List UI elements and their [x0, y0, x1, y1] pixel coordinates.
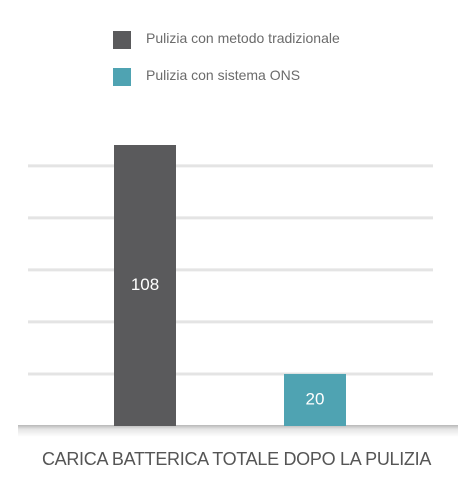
baseline-shadow	[18, 425, 458, 437]
gridlines	[28, 164, 433, 376]
bar-chart: 108 20	[18, 145, 458, 437]
bar-ons	[284, 373, 346, 426]
bar-traditional	[114, 145, 176, 426]
legend-label-ons: Pulizia con sistema ONS	[146, 67, 301, 83]
legend-swatch-ons	[113, 68, 131, 86]
chart-caption: CARICA BATTERICA TOTALE DOPO LA PULIZIA	[41, 449, 432, 469]
bar-value-labels: 108 20	[131, 275, 325, 408]
bar-label-ons: 20	[306, 389, 325, 408]
legend-swatch-traditional	[113, 31, 131, 49]
legend-label-traditional: Pulizia con metodo tradizionale	[146, 30, 340, 46]
bar-label-traditional: 108	[131, 275, 159, 294]
bars	[114, 145, 346, 426]
